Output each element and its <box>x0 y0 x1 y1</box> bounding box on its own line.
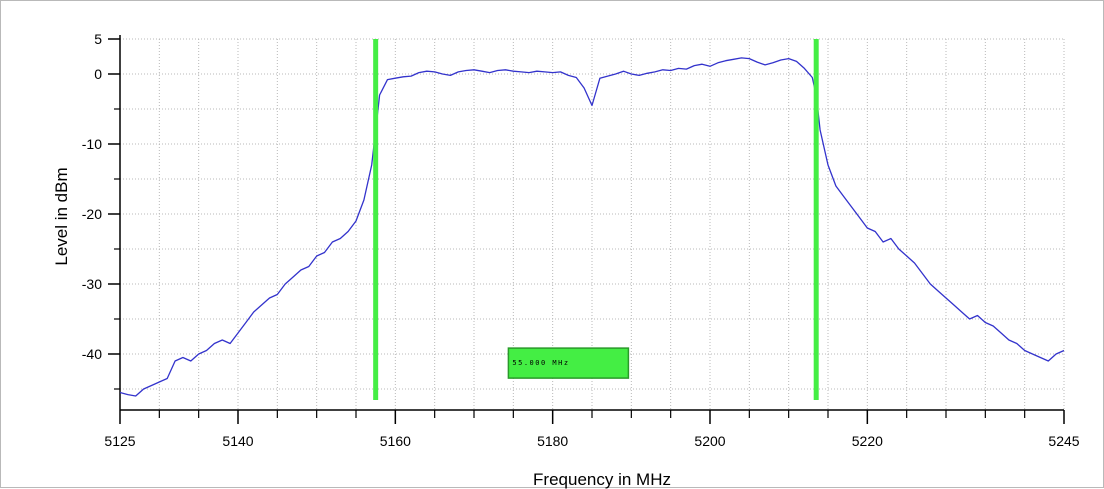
x-tick-label: 5245 <box>1048 433 1079 449</box>
x-tick-label: 5125 <box>104 433 135 449</box>
x-tick-label: 5200 <box>694 433 725 449</box>
x-tick-label: 5160 <box>380 433 411 449</box>
y-tick-label: 5 <box>94 31 102 47</box>
y-tick-label: -20 <box>82 206 102 222</box>
y-tick-labels: 5 0 -10 -20 -30 -40 <box>82 31 102 362</box>
y-tick-label: -30 <box>82 276 102 292</box>
y-axis-title: Level in dBm <box>52 167 71 265</box>
y-tick-label: -40 <box>82 346 102 362</box>
bandwidth-annotation-box <box>507 347 630 379</box>
y-tick-label: -10 <box>82 136 102 152</box>
y-tick-label: 0 <box>94 66 102 82</box>
x-tick-labels: 5125 5140 5160 5180 5200 5220 5245 <box>104 433 1079 449</box>
x-tick-label: 5180 <box>537 433 568 449</box>
x-tick-label: 5140 <box>222 433 253 449</box>
ticks <box>108 38 1065 424</box>
annotation-layer: 55.000 MHz <box>507 347 630 379</box>
bandwidth-annotation-text: 55.000 MHz <box>512 359 569 367</box>
series-line <box>119 57 1065 397</box>
x-axis-title: Frequency in MHz <box>533 470 671 489</box>
x-tick-label: 5220 <box>852 433 883 449</box>
series-layer <box>119 57 1065 397</box>
marker-layer <box>373 39 819 400</box>
